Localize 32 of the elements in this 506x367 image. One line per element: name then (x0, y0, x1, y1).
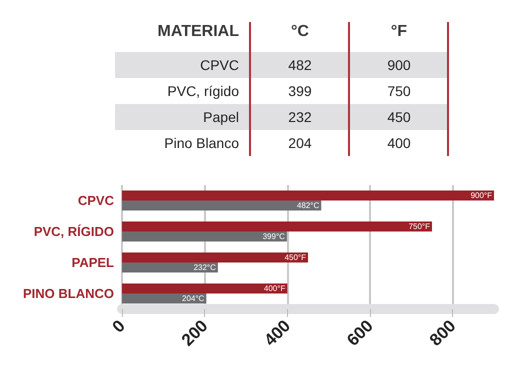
text: 482 (250, 52, 349, 78)
text: 232 (250, 104, 349, 130)
x-tick-label: 200 (178, 316, 212, 350)
text: 400 (348, 130, 448, 156)
text: °F (348, 22, 448, 52)
data-label: 482°C (296, 201, 320, 210)
y-tick-label: PVC, RÍGIDO (34, 224, 114, 239)
text: CPVC (115, 52, 250, 78)
text: 900 (348, 52, 448, 78)
text: Papel (115, 104, 250, 130)
data-label: 900°F (470, 191, 492, 200)
text: 399 (250, 78, 349, 104)
data-label: 450°F (284, 253, 306, 262)
text: PVC, rígido (115, 78, 250, 104)
x-tick-label: 800 (426, 316, 460, 350)
text: 204 (250, 130, 349, 156)
text: °C (250, 22, 349, 52)
x-tick-label: 400 (260, 316, 294, 350)
text: 750 (348, 78, 448, 104)
text: 450 (348, 104, 448, 130)
data-label: 750°F (408, 222, 430, 231)
data-label: 232°C (194, 263, 216, 272)
data-label: 399°C (262, 232, 286, 241)
y-tick-label: PAPEL (72, 255, 114, 270)
text: MATERIAL (115, 22, 250, 52)
data-label: 204°C (182, 294, 205, 303)
x-tick-label: 0 (108, 316, 129, 336)
text: Pino Blanco (115, 130, 250, 156)
data-label: 400°F (264, 284, 286, 293)
y-tick-label: CPVC (78, 193, 115, 208)
x-tick-label: 600 (343, 316, 377, 350)
y-tick-label: PINO BLANCO (23, 286, 114, 301)
